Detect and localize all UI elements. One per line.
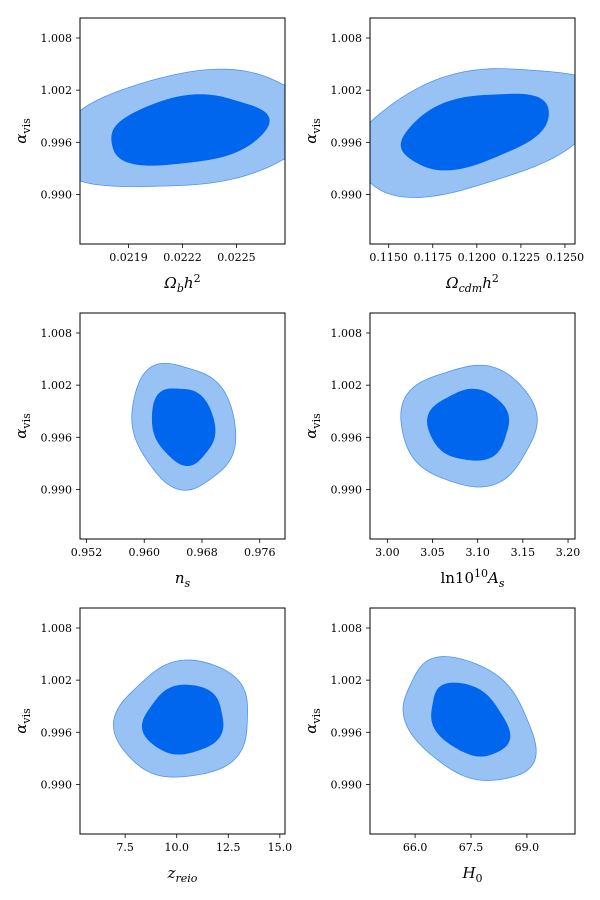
- axes-frame: [369, 312, 576, 540]
- y-tick-label: 0.990: [41, 188, 73, 201]
- x-tick-label: 66.0: [403, 841, 428, 854]
- y-tick-label: 1.002: [41, 674, 73, 687]
- x-tick-label: 0.1200: [458, 251, 497, 264]
- y-tick-label: 1.002: [331, 379, 363, 392]
- x-tick-label: 67.5: [459, 841, 484, 854]
- contour-68-region: [111, 94, 270, 166]
- x-axis-label: zreio: [167, 864, 198, 885]
- x-tick-label: 3.05: [420, 546, 445, 559]
- y-tick-label: 0.996: [331, 136, 363, 149]
- y-tick-label: 0.996: [331, 726, 363, 739]
- panel-4: 3.00 3.05 3.10 3.15 3.20 0.990 0.996 1.002 1.008…: [302, 312, 581, 590]
- x-tick-label: 0.1175: [414, 251, 453, 264]
- x-tick-label: 0.1250: [546, 251, 585, 264]
- y-tick-label: 0.990: [41, 483, 73, 496]
- contour-68-region: [141, 684, 224, 755]
- x-axis-label: ln1010As: [440, 567, 504, 590]
- x-tick-label: 0.0225: [217, 251, 256, 264]
- x-tick-label: 3.10: [465, 546, 490, 559]
- y-tick-label: 0.990: [331, 483, 363, 496]
- y-tick-label: 0.996: [41, 726, 73, 739]
- contour-68-region: [151, 388, 216, 467]
- contour-68-region: [431, 682, 511, 757]
- x-tick-label: 69.0: [515, 841, 540, 854]
- x-tick-label: 0.0219: [109, 251, 148, 264]
- y-tick-label: 1.008: [331, 32, 363, 45]
- x-tick-label: 15.0: [268, 841, 293, 854]
- x-tick-label: 3.15: [511, 546, 536, 559]
- y-axis-label: αvis: [302, 413, 323, 439]
- x-tick-label: 10.0: [164, 841, 189, 854]
- y-tick-label: 1.002: [41, 84, 73, 97]
- axes-frame: [369, 17, 576, 245]
- y-tick-label: 0.990: [331, 778, 363, 791]
- y-tick-label: 1.002: [331, 84, 363, 97]
- y-tick-label: 1.002: [331, 674, 363, 687]
- y-axis-label: αvis: [12, 413, 33, 439]
- axes-frame: [369, 607, 576, 835]
- y-tick-label: 0.996: [41, 136, 73, 149]
- axes-frame: [79, 607, 286, 835]
- y-tick-label: 1.008: [331, 327, 363, 340]
- y-axis-label: αvis: [302, 708, 323, 734]
- y-tick-label: 1.008: [41, 327, 73, 340]
- x-axis-label: H0: [461, 864, 482, 885]
- contour-68-region: [400, 93, 549, 171]
- x-tick-label: 0.968: [186, 546, 218, 559]
- panel-3: 0.952 0.960 0.968 0.976 0.990 0.996 1.002 1.008…: [12, 312, 286, 590]
- y-tick-label: 0.990: [41, 778, 73, 791]
- y-axis-label: αvis: [302, 118, 323, 144]
- x-tick-label: 3.00: [375, 546, 400, 559]
- x-tick-label: 0.1225: [502, 251, 541, 264]
- x-tick-label: 12.5: [216, 841, 241, 854]
- x-tick-label: 0.0222: [163, 251, 202, 264]
- panel-5: 7.5 10.0 12.5 15.0 0.990 0.996 1.002 1.008 zreio…: [12, 607, 293, 885]
- x-tick-label: 0.976: [244, 546, 276, 559]
- x-axis-label: ns: [175, 569, 191, 590]
- y-tick-label: 1.008: [331, 622, 363, 635]
- y-tick-label: 0.990: [331, 188, 363, 201]
- x-tick-label: 0.952: [71, 546, 103, 559]
- x-tick-label: 7.5: [116, 841, 134, 854]
- y-tick-label: 1.008: [41, 32, 73, 45]
- panel-6: 66.0 67.5 69.0 0.990 0.996 1.002 1.008 H0 αvis: [302, 607, 576, 885]
- x-tick-label: 0.1150: [369, 251, 408, 264]
- y-tick-label: 0.996: [41, 431, 73, 444]
- y-tick-label: 0.996: [331, 431, 363, 444]
- x-axis-label: Ωbh2: [163, 272, 200, 295]
- panel-1: 0.0219 0.0222 0.0225 0.990 0.996 1.002 1.008 Ωb…: [12, 17, 286, 295]
- y-tick-label: 1.008: [41, 622, 73, 635]
- y-tick-label: 1.002: [41, 379, 73, 392]
- y-axis-label: αvis: [12, 118, 33, 144]
- contour-68-region: [427, 388, 510, 461]
- y-axis-label: αvis: [12, 708, 33, 734]
- panel-2: 0.1150 0.1175 0.1200 0.1225 0.1250 0.990 0.996…: [302, 17, 585, 295]
- x-tick-label: 3.20: [556, 546, 581, 559]
- x-axis-label: Ωcdmh2: [445, 272, 499, 295]
- axes-frame: [79, 312, 286, 540]
- x-tick-label: 0.960: [128, 546, 160, 559]
